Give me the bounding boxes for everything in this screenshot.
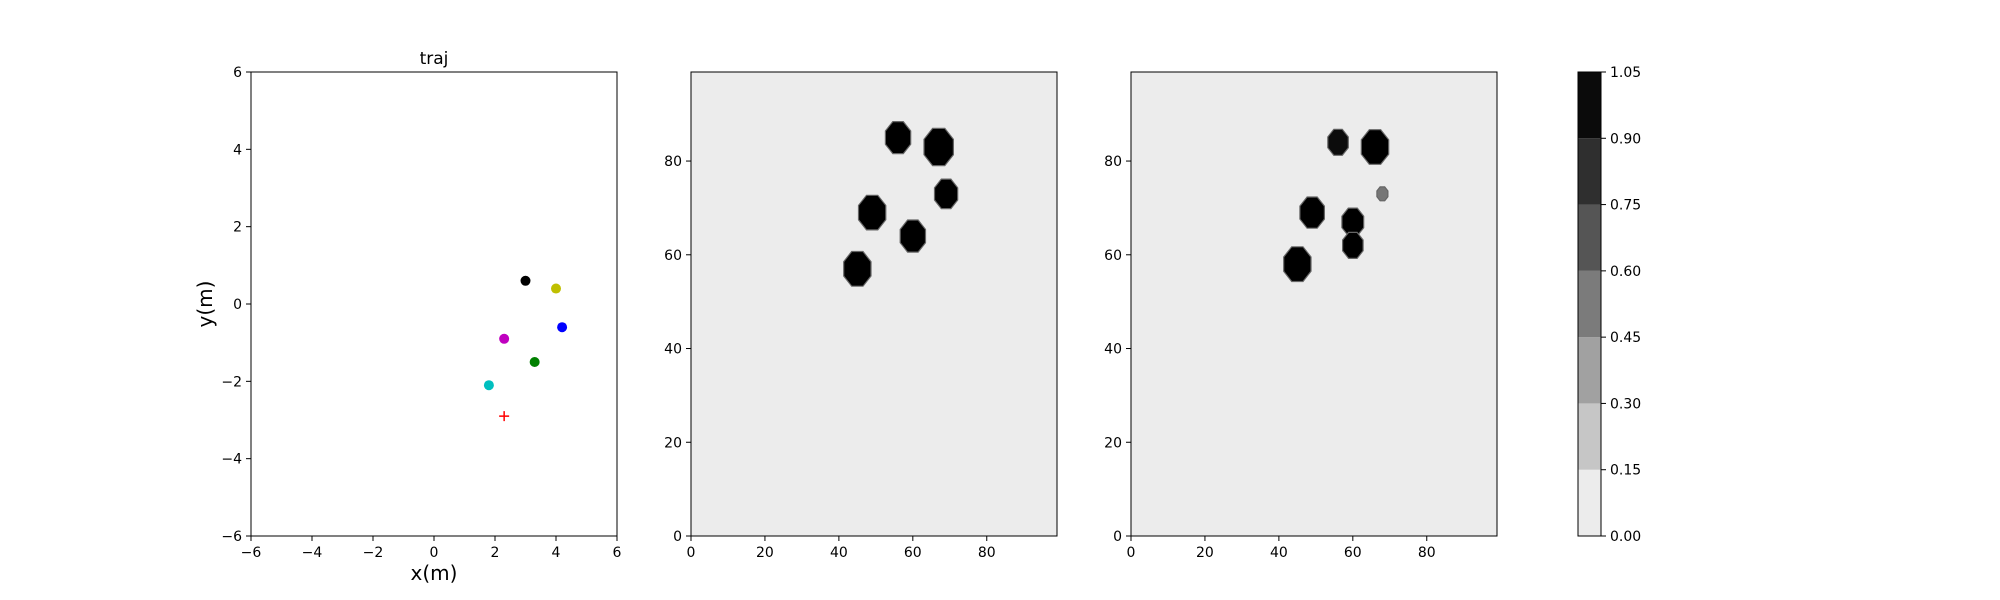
- trajectory-panel: traj −6 −4 −2 0 2 4 6 −6 −4 −2 0 2 4 6 x(m) y(m): [193, 49, 622, 585]
- y-tick-label: 0: [673, 529, 682, 545]
- occupancy-blob: [1299, 196, 1326, 229]
- heatmap-1-y-ticks: 0 20 40 60 80: [664, 154, 691, 545]
- colorbar-bands: [1578, 72, 1601, 536]
- heatmap-1-x-ticks: 0 20 40 60 80: [687, 536, 996, 561]
- heatmap-2-blobs: [1283, 128, 1390, 283]
- y-tick-label: 80: [664, 154, 682, 170]
- colorbar-tick-label: 0.30: [1610, 396, 1641, 412]
- occupancy-blob: [1360, 129, 1390, 165]
- trajectory-axes-frame: [250, 71, 618, 537]
- x-tick-label: −6: [241, 545, 262, 561]
- occupancy-blob: [899, 219, 927, 253]
- colorbar-tick-label: 0.00: [1610, 529, 1641, 545]
- x-tick-label: 6: [613, 545, 622, 561]
- y-tick-label: 60: [664, 248, 682, 264]
- colorbar-band: [1578, 72, 1601, 139]
- colorbar-band: [1578, 270, 1601, 338]
- heatmap-2-background: [1131, 72, 1497, 536]
- y-tick-label: 60: [1104, 248, 1122, 264]
- heatmap-2-x-ticks: 0 20 40 60 80: [1127, 536, 1436, 561]
- heatmap-panel-1: 0 20 40 60 80 0 20 40 60 80: [664, 71, 1058, 561]
- occupancy-blob: [1283, 246, 1312, 283]
- y-tick-label: 0: [1113, 529, 1122, 545]
- x-tick-label: 80: [1418, 545, 1436, 561]
- occupancy-blob: [923, 127, 955, 167]
- trajectory-point: [520, 275, 531, 286]
- y-tick-label: 4: [233, 142, 242, 158]
- occupancy-blob: [1327, 128, 1349, 156]
- colorbar: 0.00 0.15 0.30 0.45 0.60 0.75 0.90 1.05: [1577, 65, 1641, 545]
- trajectory-x-label: x(m): [411, 561, 458, 585]
- y-tick-label: 20: [1104, 435, 1122, 451]
- x-tick-label: 0: [430, 545, 439, 561]
- x-tick-label: 4: [552, 545, 561, 561]
- trajectory-y-ticks: −6 −4 −2 0 2 4 6: [221, 65, 251, 545]
- trajectory-point: [499, 333, 510, 344]
- y-tick-label: 40: [664, 342, 682, 358]
- x-tick-label: 20: [1196, 545, 1214, 561]
- occupancy-blob: [1376, 186, 1389, 202]
- trajectory-points: [483, 275, 568, 422]
- colorbar-band: [1578, 337, 1601, 404]
- colorbar-tick-label: 0.15: [1610, 463, 1641, 479]
- trajectory-point: [529, 357, 540, 367]
- x-tick-label: 2: [491, 545, 500, 561]
- colorbar-tick-label: 0.45: [1610, 330, 1641, 346]
- colorbar-tick-label: 0.90: [1610, 131, 1641, 147]
- colorbar-tick-label: 1.05: [1610, 65, 1641, 81]
- colorbar-band: [1578, 138, 1601, 205]
- x-tick-label: 40: [1270, 545, 1288, 561]
- colorbar-tick-label: 0.60: [1610, 264, 1641, 280]
- colorbar-frame: [1577, 71, 1602, 537]
- y-tick-label: 6: [233, 65, 242, 81]
- x-tick-label: 80: [978, 545, 996, 561]
- y-tick-label: 0: [233, 297, 242, 313]
- trajectory-x-ticks: −6 −4 −2 0 2 4 6: [241, 536, 622, 561]
- heatmap-2-y-ticks: 0 20 40 60 80: [1104, 154, 1131, 545]
- trajectory-title: traj: [420, 49, 449, 69]
- trajectory-y-label: y(m): [193, 281, 217, 328]
- x-tick-label: −4: [302, 545, 323, 561]
- x-tick-label: 20: [756, 545, 774, 561]
- occupancy-blob: [843, 250, 872, 287]
- y-tick-label: 80: [1104, 154, 1122, 170]
- x-tick-label: 0: [1127, 545, 1136, 561]
- y-tick-label: 20: [664, 435, 682, 451]
- trajectory-point: [483, 380, 494, 391]
- occupancy-blob: [884, 120, 912, 155]
- x-tick-label: 60: [1344, 545, 1362, 561]
- y-tick-label: 40: [1104, 342, 1122, 358]
- occupancy-blob: [1341, 207, 1365, 237]
- start-marker: [499, 411, 510, 422]
- x-tick-label: 40: [830, 545, 848, 561]
- colorbar-band: [1578, 469, 1601, 536]
- y-tick-label: −4: [221, 452, 242, 468]
- occupancy-blob: [933, 178, 959, 210]
- trajectory-point: [557, 322, 568, 333]
- trajectory-point: [551, 283, 561, 294]
- colorbar-band: [1578, 403, 1601, 470]
- heatmap-panel-2: 0 20 40 60 80 0 20 40 60 80: [1104, 71, 1498, 561]
- heatmap-2-axes-frame: [1130, 71, 1498, 537]
- occupancy-blob: [1341, 231, 1364, 259]
- heatmap-1-axes-frame: [690, 71, 1058, 537]
- colorbar-ticks: 0.00 0.15 0.30 0.45 0.60 0.75 0.90 1.05: [1601, 65, 1641, 545]
- colorbar-band: [1578, 204, 1601, 271]
- x-tick-label: 60: [904, 545, 922, 561]
- heatmap-1-blobs: [843, 120, 959, 287]
- y-tick-label: 2: [233, 220, 242, 236]
- y-tick-label: −2: [221, 374, 242, 390]
- occupancy-blob: [857, 194, 887, 231]
- x-tick-label: 0: [687, 545, 696, 561]
- heatmap-1-background: [691, 72, 1057, 536]
- y-tick-label: −6: [221, 529, 242, 545]
- x-tick-label: −2: [363, 545, 384, 561]
- colorbar-tick-label: 0.75: [1610, 198, 1641, 214]
